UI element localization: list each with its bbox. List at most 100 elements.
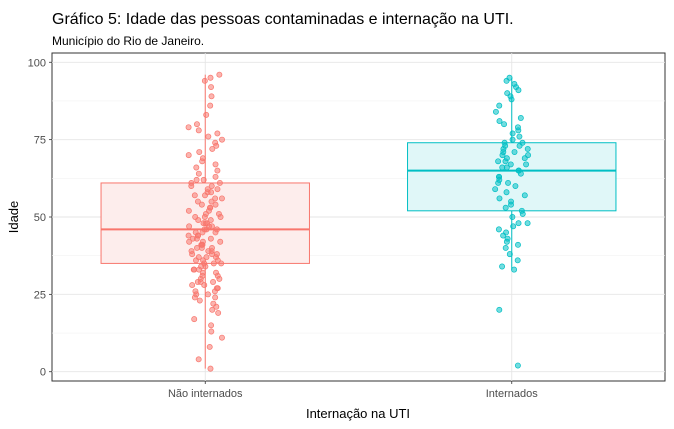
chart-title: Gráfico 5: Idade das pessoas contaminada… [52, 11, 514, 28]
data-point [191, 192, 198, 199]
data-point [217, 238, 224, 245]
data-point [525, 152, 531, 159]
data-point [212, 294, 219, 301]
data-point [495, 158, 502, 165]
data-point [509, 130, 516, 137]
data-point [208, 328, 215, 335]
data-point [219, 195, 225, 202]
data-point [496, 102, 503, 109]
data-point [503, 189, 510, 196]
data-point [503, 229, 510, 236]
data-point [216, 71, 223, 78]
data-point [203, 111, 210, 118]
data-point [207, 235, 214, 242]
jitter-points [185, 71, 531, 372]
x-tick-label: Internados [486, 388, 538, 400]
data-point [207, 74, 214, 81]
x-axis-title: Internação na UTI [306, 406, 410, 421]
data-point [504, 90, 511, 97]
data-point [504, 235, 511, 242]
chart-subtitle: Município do Rio de Janeiro. [52, 34, 204, 48]
data-point [514, 362, 521, 369]
data-point [213, 269, 219, 276]
data-point [210, 279, 216, 285]
data-point [188, 248, 195, 254]
data-point [502, 204, 509, 211]
data-point [201, 77, 208, 84]
data-point [193, 176, 200, 183]
data-point [199, 269, 206, 276]
data-point [209, 244, 215, 251]
data-point [215, 309, 222, 316]
data-point [499, 263, 506, 270]
data-point [208, 84, 214, 90]
y-axis-title: Idade [6, 201, 21, 234]
data-point [514, 257, 521, 264]
data-point [507, 161, 514, 168]
y-tick-label: 100 [28, 57, 46, 69]
data-point [214, 186, 221, 193]
data-point [189, 282, 196, 289]
data-point [196, 149, 203, 155]
data-point [193, 164, 200, 171]
y-axis-ticks: 0 25 50 75 100 [28, 57, 52, 379]
data-point [213, 285, 220, 292]
data-point [192, 214, 199, 220]
data-point [214, 226, 220, 233]
data-point [506, 74, 513, 81]
data-point [496, 118, 503, 125]
data-point [209, 145, 216, 152]
data-point [515, 220, 522, 227]
data-point [219, 334, 225, 341]
data-point [515, 167, 522, 174]
data-point [495, 226, 502, 233]
data-point [208, 322, 215, 329]
data-point [194, 198, 201, 205]
data-point [215, 210, 222, 217]
data-point [213, 251, 220, 258]
data-point [499, 164, 506, 171]
data-point [511, 266, 518, 273]
data-point [194, 244, 200, 251]
data-point [202, 220, 209, 227]
data-point [209, 223, 215, 230]
data-point [210, 300, 217, 307]
data-point [509, 214, 516, 220]
data-point [502, 244, 509, 251]
data-point [523, 161, 530, 168]
data-point [189, 235, 196, 242]
data-point [204, 186, 211, 193]
data-point [185, 232, 192, 239]
data-point [212, 201, 219, 208]
data-point [199, 238, 206, 245]
data-point [524, 145, 531, 152]
data-point [214, 130, 221, 137]
data-point [204, 291, 211, 298]
data-point [509, 136, 516, 143]
x-tick-label: Não internados [168, 388, 243, 400]
data-point [212, 139, 219, 146]
data-point [501, 139, 508, 146]
data-point [503, 155, 510, 162]
data-point [511, 80, 518, 87]
y-tick-label: 75 [34, 135, 46, 147]
data-point [195, 356, 202, 363]
data-point [496, 173, 503, 180]
y-tick-label: 50 [34, 212, 46, 224]
data-point [506, 251, 513, 258]
data-point [214, 167, 221, 174]
data-point [519, 139, 526, 146]
data-point [212, 173, 219, 180]
data-point [496, 195, 503, 202]
data-point [200, 176, 207, 183]
data-point [185, 124, 192, 131]
data-point [186, 238, 193, 245]
data-point [212, 161, 219, 168]
data-point [195, 127, 202, 134]
data-point [209, 306, 216, 313]
data-point [195, 254, 202, 261]
data-point [514, 124, 521, 131]
data-point [521, 192, 528, 199]
data-point [219, 136, 225, 143]
